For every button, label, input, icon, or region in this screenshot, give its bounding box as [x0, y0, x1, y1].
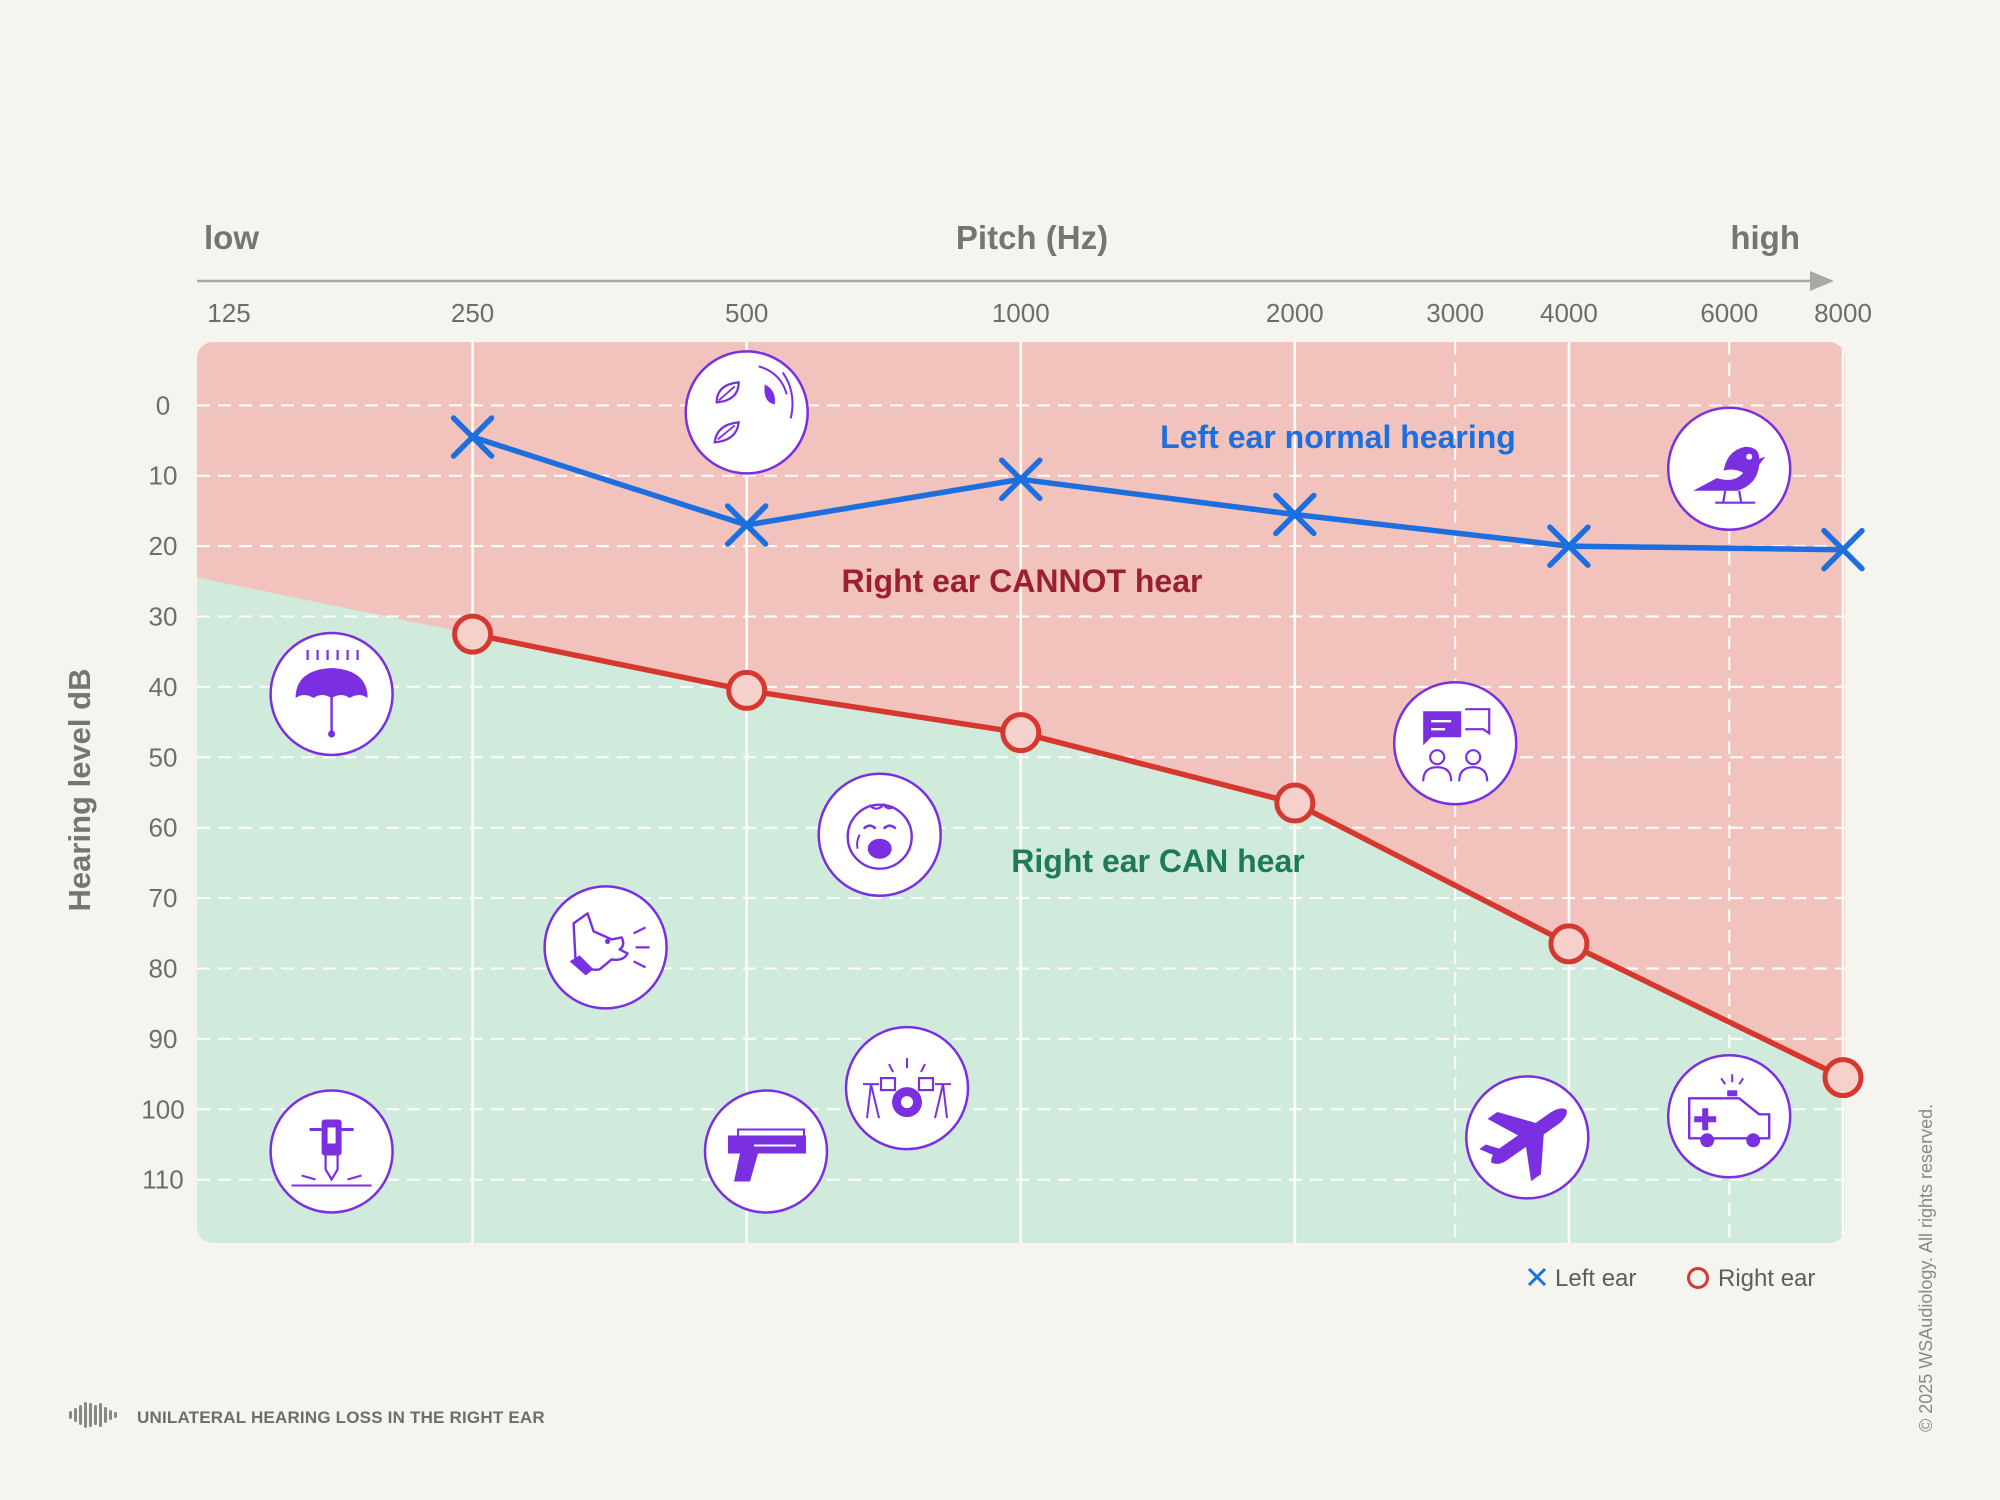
- gun-icon: [703, 1089, 829, 1214]
- left-ear-normal-label: Left ear normal hearing: [1160, 419, 1516, 455]
- right-ear-point: [1822, 1057, 1864, 1099]
- footer-title: UNILATERAL HEARING LOSS IN THE RIGHT EAR: [137, 1408, 545, 1427]
- right-ear-point: [1000, 712, 1042, 754]
- x-tick-label: 4000: [1540, 298, 1598, 328]
- y-tick-label: 100: [141, 1094, 184, 1124]
- x-tick-label: 500: [725, 298, 768, 328]
- x-tick-labels: 125 250 500 1000 2000 3000 4000 6000 8000: [207, 298, 1872, 328]
- copyright-notice: © 2025 WSAudiology. All rights reserved.: [1916, 1104, 1936, 1432]
- conversation-icon: [1392, 680, 1518, 806]
- right-ear-series: [452, 613, 1864, 1099]
- pitch-arrow-head: [1810, 271, 1834, 291]
- drums-icon: [844, 1025, 970, 1151]
- y-tick-labels: 0 10 20 30 40 50 60 70 80 90 100 110: [141, 390, 184, 1194]
- left-ear-line: [471, 434, 1844, 553]
- left-ear-point: [724, 503, 769, 547]
- legend-right-ear-label: Right ear: [1718, 1265, 1815, 1292]
- right-ear-point: [1274, 782, 1316, 824]
- data-series: [450, 415, 1865, 1099]
- x-axis-title: Pitch (Hz): [956, 219, 1108, 256]
- bird-icon: [1666, 406, 1792, 531]
- left-ear-point: [450, 415, 495, 459]
- y-tick-label: 90: [149, 1024, 178, 1054]
- right-ear-line: [472, 631, 1845, 1081]
- y-tick-label: 60: [149, 813, 178, 843]
- barking-dog-icon: [543, 885, 668, 1010]
- can-hear-label: Right ear CAN hear: [1011, 843, 1304, 879]
- y-tick-label: 70: [149, 883, 178, 913]
- y-tick-label: 20: [149, 531, 178, 561]
- x-tick-label: 1000: [992, 298, 1050, 328]
- jackhammer-icon: [269, 1089, 394, 1214]
- x-tick-label: 8000: [1814, 298, 1872, 328]
- legend-left-ear-marker: [1527, 1267, 1547, 1287]
- y-axis-title: Hearing level dB: [62, 669, 97, 912]
- right-ear-point: [1548, 923, 1590, 965]
- cannot-hear-label: Right ear CANNOT hear: [842, 563, 1203, 599]
- footer-waveform-icon: [69, 1402, 117, 1428]
- y-tick-label: 0: [156, 390, 170, 420]
- y-tick-label: 80: [149, 953, 178, 983]
- x-low-label: low: [204, 219, 259, 256]
- airplane-icon: [1465, 1075, 1590, 1200]
- left-ear-point: [1821, 527, 1865, 572]
- x-tick-label: 3000: [1426, 298, 1484, 328]
- y-tick-label: 10: [149, 461, 178, 491]
- rain-umbrella-icon: [269, 631, 394, 757]
- right-ear-point: [726, 669, 768, 711]
- left-ear-point: [1547, 524, 1591, 568]
- x-tick-label: 125: [207, 298, 250, 328]
- left-ear-series: [450, 415, 1865, 572]
- ambulance-icon: [1666, 1054, 1792, 1179]
- right-ear-point: [452, 613, 494, 655]
- x-high-label: high: [1730, 219, 1800, 256]
- legend: Left ear Right ear: [1527, 1265, 1815, 1292]
- y-tick-label: 110: [142, 1165, 183, 1195]
- x-tick-label: 250: [451, 298, 494, 328]
- left-ear-point: [1273, 492, 1317, 537]
- y-tick-label: 30: [149, 602, 178, 632]
- legend-right-ear-marker: [1687, 1267, 1709, 1289]
- x-tick-label: 2000: [1266, 298, 1324, 328]
- x-tick-label: 6000: [1700, 298, 1758, 328]
- y-tick-label: 50: [149, 742, 178, 772]
- crying-baby-icon: [817, 772, 942, 897]
- y-tick-label: 40: [149, 672, 178, 702]
- left-ear-point: [999, 457, 1043, 502]
- leaves-icon: [684, 350, 809, 475]
- legend-left-ear-label: Left ear: [1555, 1265, 1636, 1292]
- sound-icons: [269, 350, 1792, 1214]
